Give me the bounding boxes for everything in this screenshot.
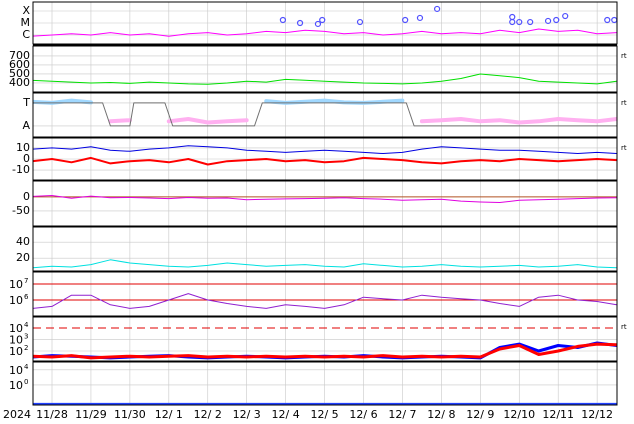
event-marker: [402, 16, 409, 24]
y-tick-label: 400: [9, 76, 30, 89]
y-tick-label: M: [21, 16, 31, 29]
event-marker: [527, 18, 534, 26]
y-tick-label-exp: 3: [24, 333, 28, 341]
event-marker: [553, 16, 560, 24]
event-marker: [544, 17, 552, 25]
y-tick-label: X: [22, 4, 30, 17]
year-label: 2024: [3, 408, 31, 421]
series-line: [33, 342, 617, 360]
y-tick-label: -10: [12, 163, 30, 176]
event-marker: [604, 16, 611, 24]
y-tick-label-exp: 6: [24, 293, 29, 301]
series-line: [33, 73, 617, 85]
event-marker: [416, 14, 424, 22]
y-tick-label: 10: [9, 294, 23, 307]
event-marker: [319, 16, 326, 24]
x-tick-label: 12/ 1: [155, 408, 183, 421]
series-line: [33, 259, 617, 269]
x-tick-label: 12/ 9: [466, 408, 494, 421]
right-label: rt: [621, 323, 627, 331]
series-line: [33, 28, 617, 37]
y-tick-label: -50: [12, 204, 30, 217]
event-marker: [516, 18, 523, 26]
y-tick-label: 600: [9, 58, 30, 71]
y-tick-label: 10: [9, 364, 23, 377]
y-tick-label: 40: [16, 235, 30, 248]
x-tick-label: 12/ 6: [349, 408, 377, 421]
right-label: rt: [621, 144, 627, 152]
y-tick-label: 0: [23, 152, 30, 165]
y-tick-label: C: [22, 28, 30, 41]
x-tick-label: 11/29: [75, 408, 107, 421]
y-tick-label-exp: 7: [24, 277, 28, 285]
event-marker: [296, 19, 304, 27]
y-tick-label: 0: [23, 190, 30, 203]
y-tick-label: T: [22, 96, 30, 109]
y-tick-label-exp: 4: [24, 321, 29, 329]
y-tick-label-exp: 2: [24, 344, 28, 352]
x-tick-label: 11/30: [114, 408, 146, 421]
x-tick-label: 11/28: [36, 408, 68, 421]
event-marker: [434, 5, 441, 13]
right-label: rt: [621, 52, 627, 60]
event-marker: [509, 18, 516, 26]
x-tick-label: 12/11: [542, 408, 574, 421]
series-line: [33, 156, 617, 166]
y-tick-label: 10: [16, 141, 30, 154]
x-tick-label: 12/ 7: [388, 408, 416, 421]
y-tick-label: 500: [9, 67, 30, 80]
event-marker: [356, 18, 364, 26]
right-label: rt: [621, 99, 627, 107]
y-tick-label-exp: 4: [24, 363, 29, 371]
event-marker: [562, 12, 569, 20]
y-tick-label: 10: [9, 278, 23, 291]
event-marker: [279, 16, 287, 24]
series-line: [33, 293, 617, 309]
panel-frame: [32, 1, 618, 45]
x-tick-label: 12/ 2: [194, 408, 222, 421]
x-tick-label: 12/ 3: [233, 408, 261, 421]
x-tick-label: 12/ 4: [272, 408, 300, 421]
series-line: [108, 117, 617, 125]
series-line: [33, 195, 617, 203]
y-tick-label: 700: [9, 49, 30, 62]
series-line: [33, 102, 617, 127]
x-tick-label: 12/ 5: [310, 408, 338, 421]
x-tick-label: 12/10: [503, 408, 535, 421]
x-tick-label: 12/12: [581, 408, 613, 421]
event-marker: [314, 20, 322, 28]
y-tick-label: 10: [9, 379, 23, 392]
y-tick-label: 20: [16, 251, 30, 264]
series-line: [33, 145, 617, 154]
y-tick-label: 10: [9, 345, 23, 358]
y-tick-label: A: [22, 119, 30, 132]
y-tick-label: 10: [9, 334, 23, 347]
y-tick-label-exp: 0: [24, 378, 28, 386]
y-tick-label: 10: [9, 322, 23, 335]
x-tick-label: 12/ 8: [427, 408, 455, 421]
